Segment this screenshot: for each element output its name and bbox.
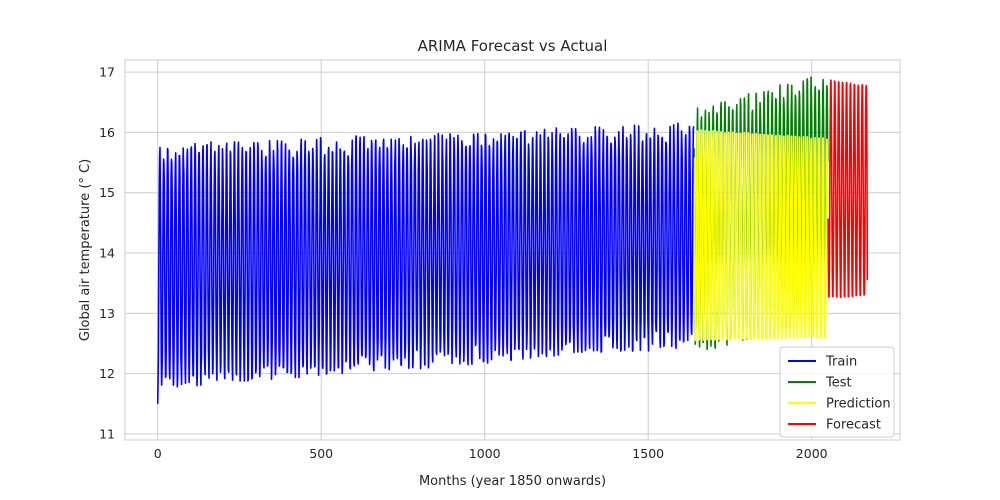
legend-label-forecast: Forecast — [826, 418, 881, 433]
x-tick-label: 1000 — [469, 446, 501, 461]
y-tick-label: 12 — [99, 366, 115, 381]
y-tick-label: 11 — [99, 426, 115, 441]
plot-frame — [124, 59, 901, 441]
series-layer — [156, 76, 869, 404]
x-tick-label: 1500 — [632, 446, 664, 461]
chart-title: ARIMA Forecast vs Actual — [418, 37, 608, 55]
legend-label-train: Train — [825, 355, 857, 370]
legend-label-test: Test — [825, 376, 852, 391]
series-line-prediction — [693, 129, 829, 342]
y-axis-label: Global air temperature (° C) — [78, 159, 93, 341]
legend-label-prediction: Prediction — [826, 397, 891, 412]
x-tick-label: 2000 — [796, 446, 828, 461]
y-tick-label: 13 — [99, 306, 115, 321]
y-tick-label: 16 — [99, 125, 115, 140]
x-tick-label: 500 — [309, 446, 333, 461]
tick-labels: 0 500 1000 1500 2000 11 12 13 14 15 16 17 — [99, 65, 828, 461]
y-tick-label: 15 — [99, 185, 115, 200]
y-tick-label: 17 — [99, 65, 115, 80]
x-tick-label: 0 — [154, 446, 162, 461]
legend-box — [779, 346, 895, 438]
series-line-train — [156, 122, 695, 404]
series-line-forecast — [827, 79, 869, 299]
y-tick-label: 14 — [99, 246, 115, 261]
x-axis-label: Months (year 1850 onwards) — [419, 474, 606, 489]
legend: Train Test Prediction Forecast — [779, 346, 895, 438]
